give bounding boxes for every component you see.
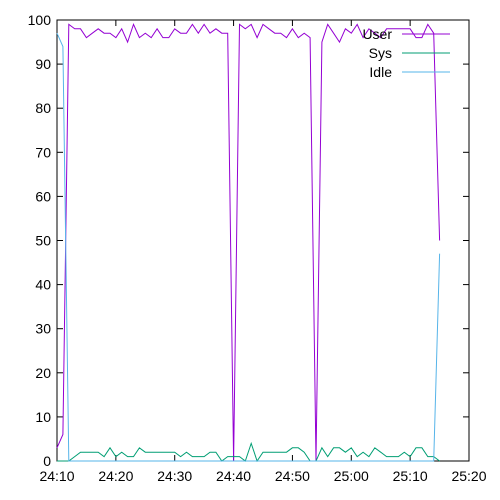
y-tick-label: 40 (35, 277, 51, 293)
x-tick-label: 25:10 (393, 468, 428, 484)
x-tick-label: 25:00 (334, 468, 369, 484)
legend-label-sys: Sys (369, 45, 392, 61)
x-tick-label: 24:50 (275, 468, 310, 484)
series-line-idle (56, 32, 441, 462)
y-tick-label: 0 (43, 453, 51, 469)
legend-label-idle: Idle (369, 64, 392, 80)
y-axis: 0 10 20 30 40 50 60 70 80 90 100 (28, 12, 469, 469)
legend: User Sys Idle (362, 26, 450, 80)
x-tick-label: 24:30 (157, 468, 192, 484)
y-tick-label: 50 (35, 233, 51, 249)
x-tick-label: 24:40 (216, 468, 251, 484)
x-axis: 24:10 24:20 24:30 24:40 24:50 25:00 25:10 25:20 (39, 20, 487, 484)
series-lines (56, 23, 441, 463)
y-tick-label: 30 (35, 321, 51, 337)
y-tick-label: 70 (35, 144, 51, 160)
series-line-user (56, 23, 441, 462)
x-tick-label: 24:10 (39, 468, 74, 484)
y-tick-label: 80 (35, 100, 51, 116)
y-tick-label: 90 (35, 56, 51, 72)
y-tick-label: 60 (35, 188, 51, 204)
y-tick-label: 20 (35, 365, 51, 381)
y-tick-label: 10 (35, 409, 51, 425)
x-tick-label: 24:20 (98, 468, 133, 484)
x-tick-label: 25:20 (451, 468, 486, 484)
plot-border (56, 19, 470, 462)
y-tick-label: 100 (28, 12, 52, 28)
legend-label-user: User (362, 26, 392, 42)
series-line-sys (57, 441, 440, 463)
